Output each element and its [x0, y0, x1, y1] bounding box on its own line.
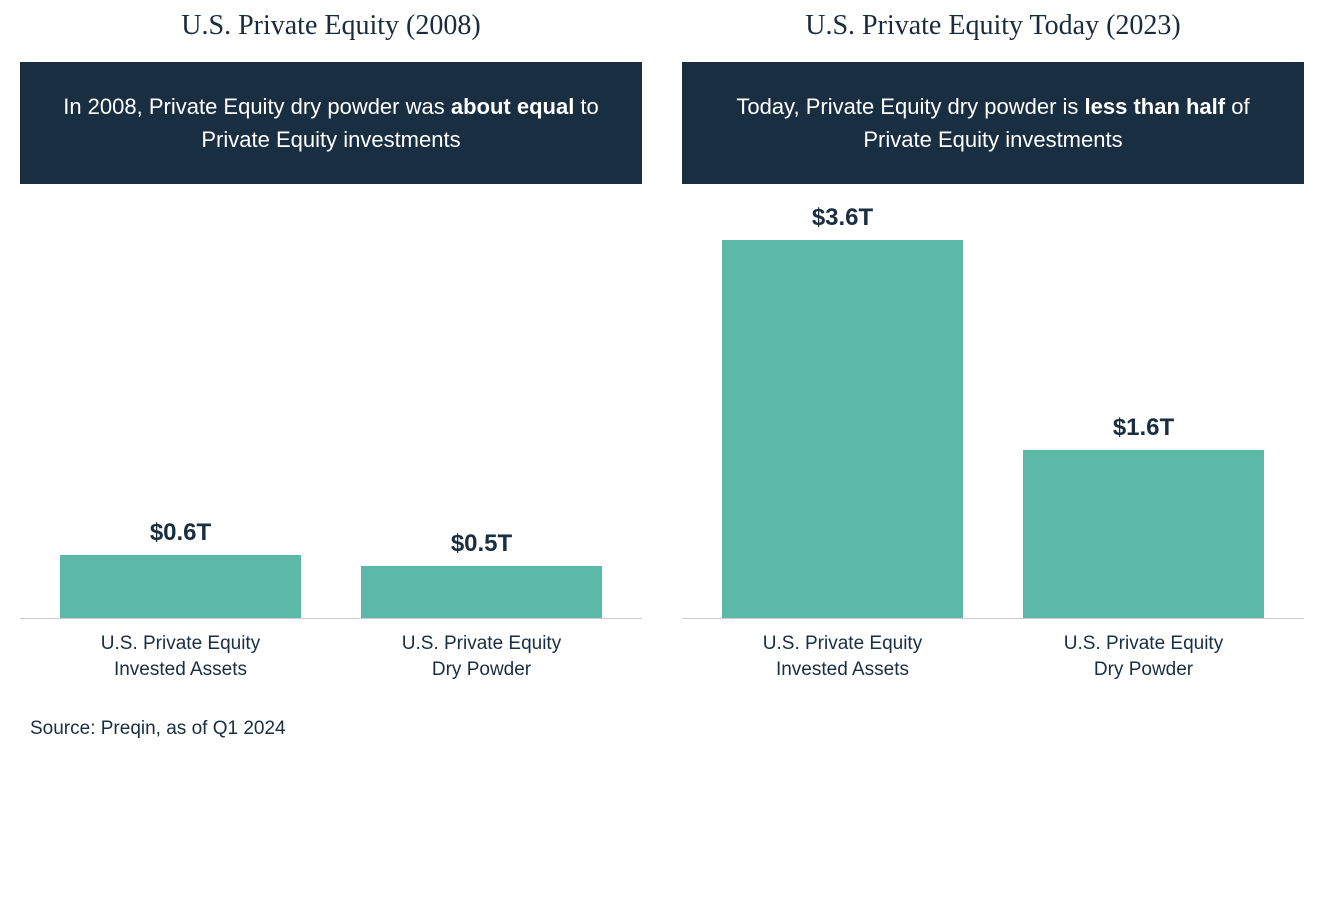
bar-value-label: $3.6T — [812, 204, 873, 232]
x-label: U.S. Private Equity Invested Assets — [60, 631, 301, 682]
x-axis-labels: U.S. Private Equity Invested Assets U.S.… — [20, 619, 642, 682]
callout-pre: Today, Private Equity dry powder is — [736, 94, 1084, 119]
chart-area: $3.6T $1.6T — [682, 204, 1304, 619]
callout-bold: about equal — [451, 94, 574, 119]
bar-rect — [722, 240, 963, 618]
bar-invested-assets: $3.6T — [722, 204, 963, 618]
x-label: U.S. Private Equity Dry Powder — [1023, 631, 1264, 682]
bar-value-label: $0.6T — [150, 519, 211, 547]
x-axis-labels: U.S. Private Equity Invested Assets U.S.… — [682, 619, 1304, 682]
bar-dry-powder: $1.6T — [1023, 204, 1264, 618]
bar-dry-powder: $0.5T — [361, 204, 602, 618]
panel-2008: U.S. Private Equity (2008) In 2008, Priv… — [20, 10, 642, 682]
bar-value-label: $1.6T — [1113, 414, 1174, 442]
chart-area: $0.6T $0.5T — [20, 204, 642, 619]
bar-rect — [1023, 450, 1264, 618]
bar-rect — [60, 555, 301, 618]
panel-title: U.S. Private Equity (2008) — [20, 10, 642, 42]
bar-rect — [361, 566, 602, 619]
callout-pre: In 2008, Private Equity dry powder was — [63, 94, 451, 119]
callout-bold: less than half — [1085, 94, 1226, 119]
x-label: U.S. Private Equity Dry Powder — [361, 631, 602, 682]
panel-title: U.S. Private Equity Today (2023) — [682, 10, 1304, 42]
bar-invested-assets: $0.6T — [60, 204, 301, 618]
x-label: U.S. Private Equity Invested Assets — [722, 631, 963, 682]
callout-box: Today, Private Equity dry powder is less… — [682, 62, 1304, 184]
bar-value-label: $0.5T — [451, 530, 512, 558]
callout-box: In 2008, Private Equity dry powder was a… — [20, 62, 642, 184]
panels-container: U.S. Private Equity (2008) In 2008, Priv… — [20, 10, 1304, 682]
source-attribution: Source: Preqin, as of Q1 2024 — [30, 718, 1304, 740]
panel-2023: U.S. Private Equity Today (2023) Today, … — [682, 10, 1304, 682]
